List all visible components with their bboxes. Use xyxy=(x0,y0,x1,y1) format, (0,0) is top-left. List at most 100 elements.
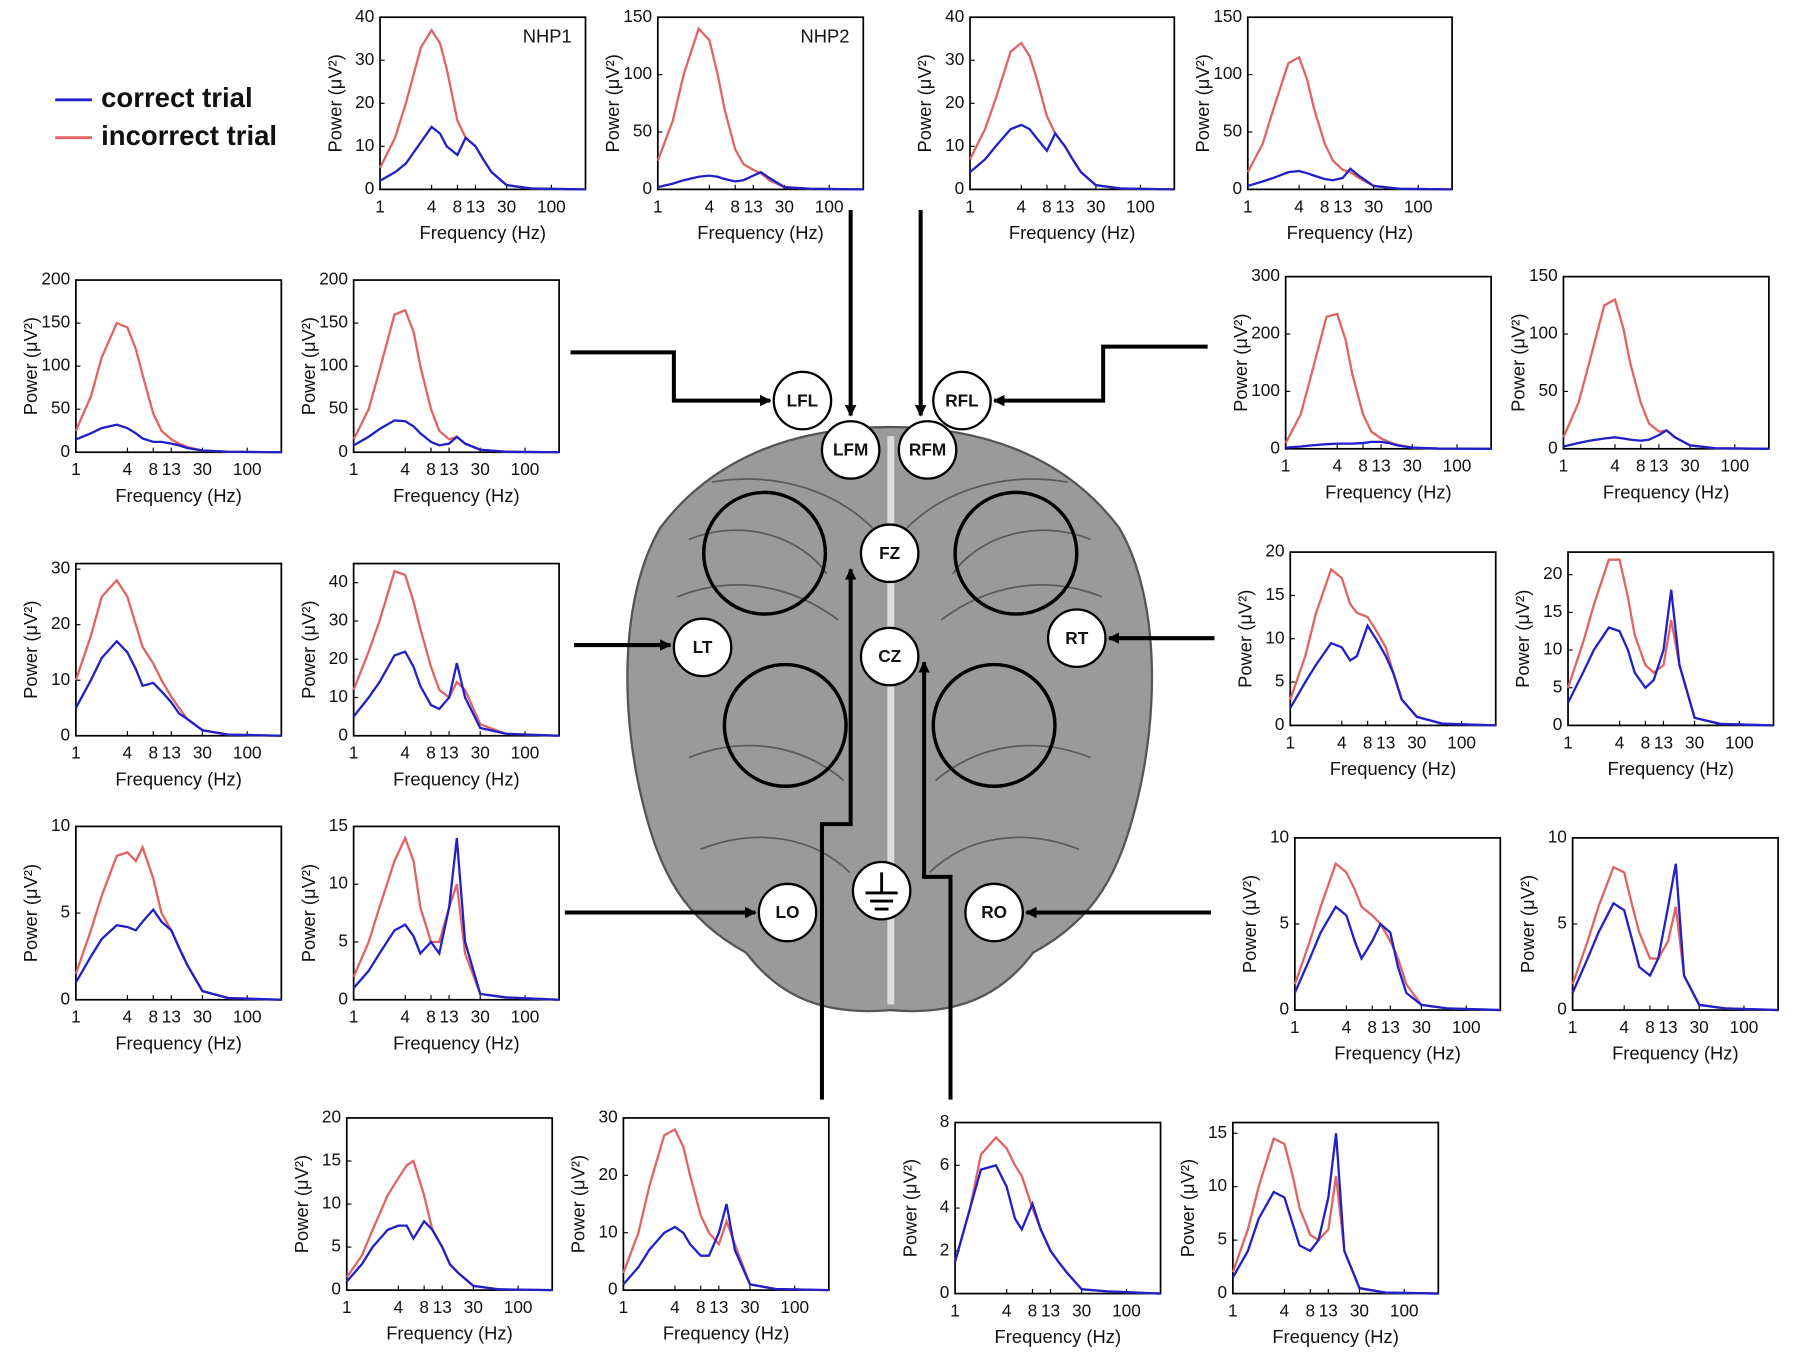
x-axis-label: Frequency (Hz) xyxy=(697,222,824,243)
y-tick-label: 5 xyxy=(331,1236,341,1256)
plot-frame xyxy=(1284,275,1492,450)
electrode xyxy=(964,882,1024,943)
electrode-label: RFL xyxy=(945,390,978,410)
y-tick-label: 0 xyxy=(61,724,71,744)
y-tick-label: 0 xyxy=(1557,999,1567,1019)
y-tick-label: 0 xyxy=(1218,1282,1228,1302)
x-axis-label: Frequency (Hz) xyxy=(393,485,520,506)
series-line xyxy=(1571,863,1779,1012)
x-tick-label: 100 xyxy=(233,743,262,763)
y-tick-label: 50 xyxy=(51,398,70,418)
x-tick-label: 13 xyxy=(1376,732,1395,752)
x-tick-label: 13 xyxy=(440,1007,459,1027)
x-tick-label: 100 xyxy=(504,1297,533,1317)
y-axis-label: Power (μV²) xyxy=(602,54,623,152)
x-axis-label: Frequency (Hz) xyxy=(393,768,520,789)
x-axis-label: Frequency (Hz) xyxy=(1334,1043,1461,1064)
series-line xyxy=(352,650,560,737)
panel: 0 5 10 1 4 8 13 30 100 Frequency (Hz) Power (μV²) xyxy=(1517,826,1779,1064)
y-axis-label: Power (μV²) xyxy=(899,1159,920,1257)
y-tick-label: 150 xyxy=(319,312,348,332)
x-tick-label: 100 xyxy=(233,459,262,479)
x-tick-label: 100 xyxy=(511,459,540,479)
y-tick-label: 0 xyxy=(642,178,652,198)
plot-frame xyxy=(1289,551,1497,727)
x-tick-label: 4 xyxy=(1017,196,1027,216)
plot-frame xyxy=(1246,16,1453,191)
x-tick-label: 13 xyxy=(433,1297,452,1317)
x-tick-label: 8 xyxy=(1042,196,1052,216)
series-line xyxy=(345,1219,553,1292)
x-axis-label: Frequency (Hz) xyxy=(1009,222,1136,243)
plot-frame xyxy=(1293,837,1502,1011)
y-axis-label: Power (μV²) xyxy=(1512,590,1533,688)
y-tick-label: 50 xyxy=(1539,380,1558,400)
y-tick-label: 20 xyxy=(322,1107,341,1127)
y-axis-label: Power (μV²) xyxy=(1234,590,1255,688)
x-tick-label: 13 xyxy=(709,1297,728,1317)
x-tick-label: 8 xyxy=(148,1007,158,1027)
x-tick-label: 30 xyxy=(1072,1300,1091,1320)
x-tick-label: 1 xyxy=(71,1007,81,1027)
x-tick-label: 30 xyxy=(1680,456,1699,476)
x-axis-label: Frequency (Hz) xyxy=(1287,222,1414,243)
x-tick-label: 13 xyxy=(1055,196,1074,216)
y-tick-label: 5 xyxy=(1275,671,1285,691)
y-tick-label: 0 xyxy=(338,724,348,744)
plot-frame xyxy=(75,279,283,454)
x-tick-label: 8 xyxy=(1641,732,1651,752)
series-line xyxy=(352,837,560,1001)
x-tick-label: 8 xyxy=(426,459,436,479)
plot-frame xyxy=(954,1121,1162,1295)
y-tick-label: 20 xyxy=(598,1164,617,1184)
y-tick-label: 20 xyxy=(945,92,964,112)
y-tick-label: 300 xyxy=(1251,265,1280,285)
panel: 0 5 10 15 1 4 8 13 30 100 Frequency (Hz) Power (μV²… xyxy=(298,815,560,1053)
y-tick-label: 30 xyxy=(329,610,348,630)
series-line xyxy=(75,423,282,454)
x-tick-label: 4 xyxy=(1342,1017,1352,1037)
x-tick-label: 30 xyxy=(464,1297,483,1317)
electrode xyxy=(859,523,920,584)
electrode xyxy=(859,626,920,687)
x-axis-label: Frequency (Hz) xyxy=(663,1323,790,1344)
x-tick-label: 8 xyxy=(1363,732,1373,752)
x-tick-label: 13 xyxy=(1333,196,1352,216)
x-tick-label: 4 xyxy=(394,1297,404,1317)
series-line xyxy=(969,123,1175,191)
x-tick-label: 4 xyxy=(123,1007,133,1027)
x-tick-label: 100 xyxy=(1443,456,1472,476)
x-tick-label: 4 xyxy=(1619,1017,1629,1037)
series-line xyxy=(379,125,586,191)
legend-label: correct trial xyxy=(101,82,253,113)
y-axis-label: Power (μV²) xyxy=(1239,875,1260,973)
panel: 0 5 10 15 20 1 4 8 13 30 100 Frequency (Hz) Power (μ… xyxy=(1512,551,1775,779)
y-tick-label: 10 xyxy=(1208,1175,1227,1195)
x-axis-label: Frequency (Hz) xyxy=(1272,1326,1399,1347)
y-tick-label: 5 xyxy=(338,931,348,951)
series-line xyxy=(74,639,282,737)
y-tick-label: 0 xyxy=(331,1279,341,1299)
y-axis-label: Power (μV²) xyxy=(20,864,41,962)
y-tick-label: 5 xyxy=(1557,913,1567,933)
plot-frame xyxy=(379,16,587,191)
y-tick-label: 0 xyxy=(338,441,348,461)
x-tick-label: 100 xyxy=(1720,456,1749,476)
y-tick-label: 0 xyxy=(1548,437,1558,457)
electrode xyxy=(820,420,881,480)
x-tick-label: 100 xyxy=(1126,196,1155,216)
y-axis-label: Power (μV²) xyxy=(568,1155,589,1253)
x-axis-label: Frequency (Hz) xyxy=(1607,758,1734,779)
panel: 0 100 200 300 1 4 8 13 30 100 Frequency (Hz) Power … xyxy=(1230,265,1492,502)
legend-label: incorrect trial xyxy=(101,120,277,151)
x-tick-label: 1 xyxy=(1559,456,1569,476)
x-tick-label: 100 xyxy=(537,196,566,216)
y-tick-label: 100 xyxy=(623,63,652,83)
y-tick-label: 10 xyxy=(1270,826,1289,846)
y-tick-label: 150 xyxy=(1213,6,1242,26)
electrode xyxy=(757,882,818,943)
panel: 0 50 100 150 1 4 8 13 30 100 Frequency (Hz) Power (… xyxy=(1192,6,1453,243)
panel: 0 10 20 30 40 1 4 8 13 30 100 Frequency (Hz) Power (… xyxy=(324,6,587,243)
panel: 0 10 20 30 1 4 8 13 30 100 Frequency (Hz) Power (μV… xyxy=(568,1107,830,1344)
x-tick-label: 30 xyxy=(471,1007,490,1027)
